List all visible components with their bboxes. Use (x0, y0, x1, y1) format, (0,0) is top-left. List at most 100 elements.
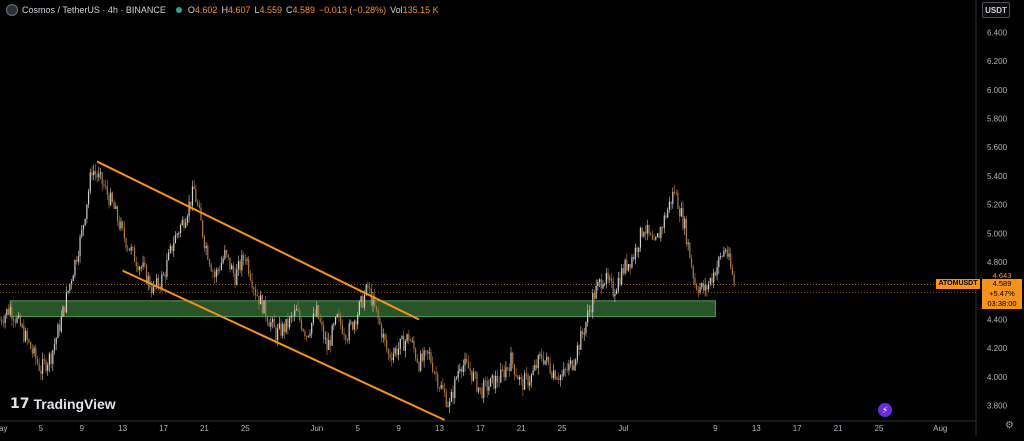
candle-body (72, 275, 74, 282)
candle-body (64, 306, 66, 313)
candle-body (605, 272, 607, 284)
candle-body (561, 375, 563, 377)
candle-body (341, 324, 343, 334)
settings-gear-icon[interactable]: ⚙ (1005, 420, 1014, 431)
candle-body (374, 296, 376, 306)
candle-body (19, 315, 22, 326)
candle-body (270, 321, 272, 327)
candle-body (731, 267, 734, 275)
candle-body (69, 283, 71, 291)
candle-body (360, 296, 362, 302)
candle-body (524, 373, 526, 390)
candle-body (682, 208, 684, 229)
candle-body (236, 269, 238, 285)
candle-body (479, 387, 481, 389)
channel-upper-line (96, 160, 420, 321)
candle-body (229, 257, 231, 270)
candle-body (237, 261, 240, 270)
candle-body (503, 369, 505, 378)
candle-body (145, 265, 148, 284)
candle-body (396, 348, 398, 356)
currency-button[interactable]: USDT (982, 2, 1010, 18)
price-change: +5.47% (989, 289, 1015, 298)
candle-body (559, 375, 561, 380)
candle-body (568, 363, 570, 371)
candle-body (661, 227, 664, 228)
candle-body (314, 313, 316, 316)
candle-body (518, 376, 521, 380)
candle-body (120, 221, 122, 229)
candle-body (239, 261, 241, 271)
candle-body (111, 192, 114, 202)
candle-body (48, 353, 50, 366)
symbol-price-tag: ATOMUSDT (936, 279, 980, 289)
candle-body (542, 357, 544, 365)
x-tick-label: May (0, 424, 8, 433)
candle-body (278, 323, 280, 329)
candle-body (484, 380, 487, 382)
candle-body (495, 375, 497, 389)
candle-body (690, 258, 693, 267)
candle-body (624, 259, 626, 274)
candle-body (232, 265, 234, 273)
candle-body (597, 281, 599, 287)
candle-body (449, 401, 451, 407)
last-price: 4.589 (992, 279, 1012, 288)
candle-body (292, 315, 294, 317)
candle-body (263, 300, 265, 314)
candle-body (447, 406, 449, 408)
candle-body (348, 323, 350, 341)
candle-body (57, 324, 59, 338)
candle-body (598, 279, 601, 282)
candle-body (699, 287, 701, 293)
x-tick-label: 9 (396, 424, 401, 433)
candle-body (581, 331, 584, 335)
candle-body (193, 186, 195, 190)
candle-body (28, 339, 30, 342)
candle-body (404, 341, 406, 351)
candle-body (566, 369, 568, 371)
candle-body (462, 365, 464, 373)
candle-body (433, 371, 435, 373)
candle-body (384, 333, 386, 341)
candle-body (626, 259, 628, 271)
candle-body (47, 365, 49, 371)
symbol-title[interactable]: Cosmos / TetherUS · 4h · BINANCE (22, 5, 166, 15)
candle-body (472, 372, 475, 381)
candle-body (547, 356, 550, 364)
candle-body (300, 320, 303, 330)
lightning-icon[interactable]: ⚡ (878, 403, 892, 417)
close-value: 4.589 (292, 5, 316, 15)
candle-body (728, 253, 730, 257)
candle-body (74, 259, 76, 276)
candle-body (152, 285, 154, 294)
candle-body (208, 259, 211, 265)
candle-body (76, 259, 78, 262)
candle-body (689, 242, 691, 259)
candle-body (435, 372, 437, 375)
candle-body (9, 306, 11, 315)
candle-body (86, 204, 88, 220)
candle-body (294, 310, 296, 317)
candle-body (685, 218, 688, 245)
candle-body (570, 360, 572, 364)
candle-body (334, 317, 337, 325)
candle-body (305, 335, 308, 337)
candle-body (532, 370, 534, 375)
y-tick-label: 6.000 (987, 86, 1008, 95)
candle-body (474, 372, 476, 374)
candle-body (399, 338, 401, 349)
candle-body (408, 334, 410, 341)
candle-body (140, 266, 142, 268)
x-tick-label: Jun (310, 424, 323, 433)
candle-body (546, 356, 548, 361)
candle-body (242, 255, 245, 260)
candle-body (89, 172, 91, 192)
candle-body (225, 250, 228, 255)
tradingview-brand[interactable]: 17 TradingView (10, 396, 116, 412)
candle-body (670, 201, 672, 204)
candle-body (181, 219, 183, 225)
candle-body (285, 318, 287, 333)
candle-body (457, 371, 459, 378)
